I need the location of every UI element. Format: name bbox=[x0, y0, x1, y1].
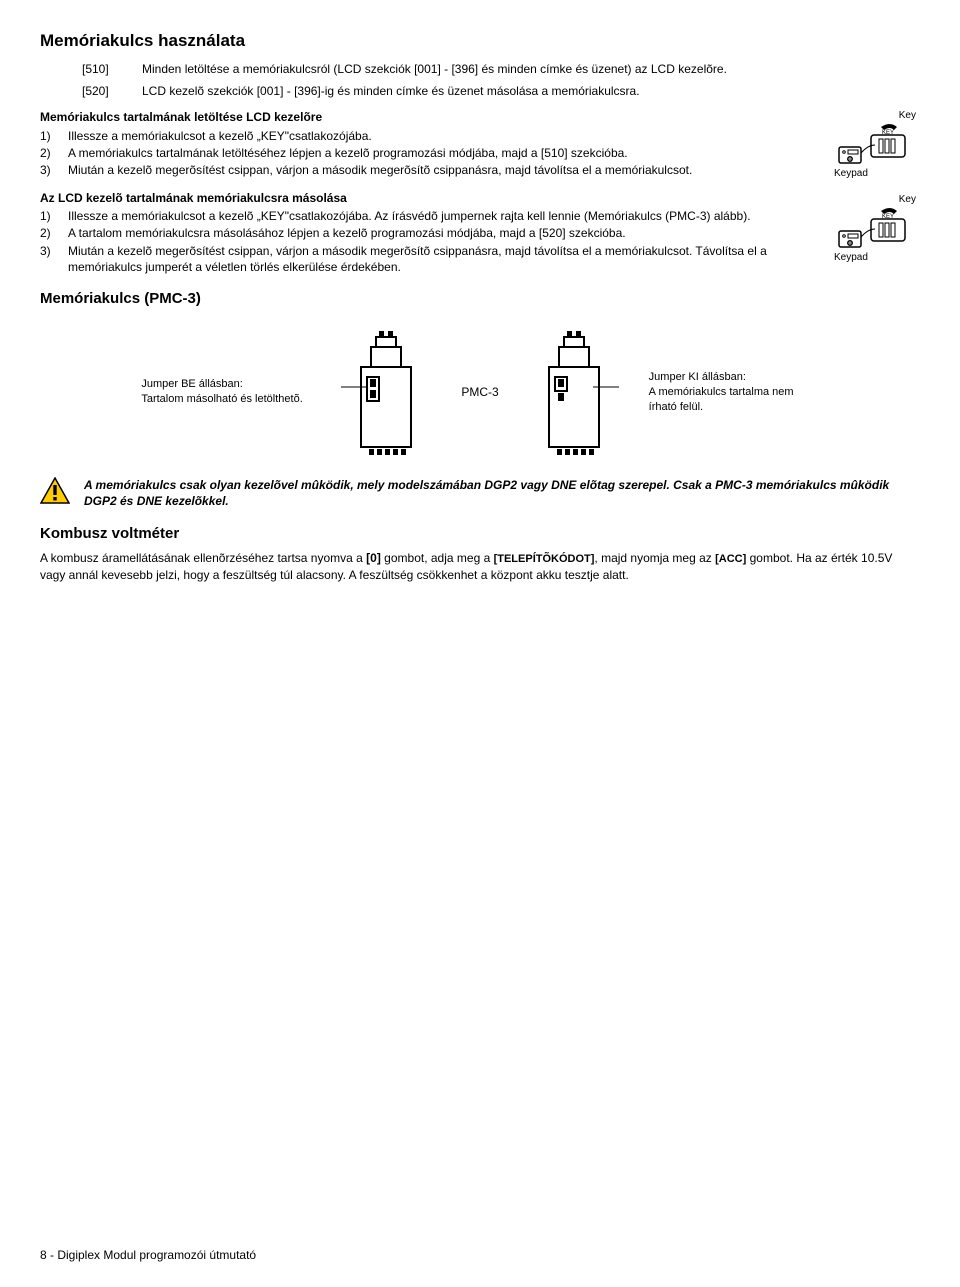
code-text: Minden letöltése a memóriakulcsról (LCD … bbox=[142, 61, 920, 77]
list-1: 1)Illessze a memóriakulcsot a kezelõ „KE… bbox=[40, 128, 800, 179]
warning-icon bbox=[40, 477, 70, 505]
section-title-2: Az LCD kezelõ tartalmának memóriakulcsra… bbox=[40, 190, 920, 206]
pmc-left-text: Jumper BE állásban: Tartalom másolható é… bbox=[141, 377, 311, 407]
code-row: [510] Minden letöltése a memóriakulcsról… bbox=[82, 61, 920, 77]
warning-row: A memóriakulcs csak olyan kezelõvel mûkö… bbox=[40, 477, 920, 509]
pmc-diagram-row: Jumper BE állásban: Tartalom másolható é… bbox=[40, 327, 920, 457]
pmc-center-label: PMC-3 bbox=[461, 384, 498, 400]
code-num: [520] bbox=[82, 83, 142, 99]
keypad-label: Keypad bbox=[830, 251, 920, 265]
code-num: [510] bbox=[82, 61, 142, 77]
warning-text: A memóriakulcs csak olyan kezelõvel mûkö… bbox=[84, 477, 920, 509]
svg-text:KEY: KEY bbox=[882, 214, 894, 220]
list-item: 3)Miután a kezelõ megerõsítést csippan, … bbox=[40, 162, 800, 178]
page-footer: 8 - Digiplex Modul programozói útmutató bbox=[40, 1247, 256, 1263]
pmc-title: Memóriakulcs (PMC-3) bbox=[40, 289, 920, 309]
list-item: 2)A memóriakulcs tartalmának letöltéséhe… bbox=[40, 145, 800, 161]
code-rows: [510] Minden letöltése a memóriakulcsról… bbox=[82, 61, 920, 99]
list-item: 1)Illessze a memóriakulcsot a kezelõ „KE… bbox=[40, 208, 800, 224]
key-label: Key bbox=[830, 193, 920, 207]
keypad-diagram-1: Key KEY Keypad bbox=[830, 109, 920, 180]
pmc-connector-ki bbox=[529, 327, 619, 457]
svg-text:KEY: KEY bbox=[882, 130, 894, 136]
list-item: 1)Illessze a memóriakulcsot a kezelõ „KE… bbox=[40, 128, 800, 144]
kombusz-body: A kombusz áramellátásának ellenõrzéséhez… bbox=[40, 550, 920, 583]
keypad-diagram-2: Key KEY Keypad bbox=[830, 193, 920, 264]
key-label: Key bbox=[830, 109, 920, 123]
code-row: [520] LCD kezelõ szekciók [001] - [396]-… bbox=[82, 83, 920, 99]
section-title-1: Memóriakulcs tartalmának letöltése LCD k… bbox=[40, 109, 920, 125]
list-item: 2)A tartalom memóriakulcsra másolásához … bbox=[40, 225, 800, 241]
page-title: Memóriakulcs használata bbox=[40, 30, 920, 53]
pmc-right-text: Jumper KI állásban: A memóriakulcs tarta… bbox=[649, 370, 819, 415]
kombusz-title: Kombusz voltméter bbox=[40, 524, 920, 544]
pmc-connector-be bbox=[341, 327, 431, 457]
list-item: 3)Miután a kezelõ megerõsítést csippan, … bbox=[40, 243, 800, 275]
list-2: 1)Illessze a memóriakulcsot a kezelõ „KE… bbox=[40, 208, 800, 275]
keypad-label: Keypad bbox=[830, 167, 920, 181]
code-text: LCD kezelõ szekciók [001] - [396]-ig és … bbox=[142, 83, 920, 99]
